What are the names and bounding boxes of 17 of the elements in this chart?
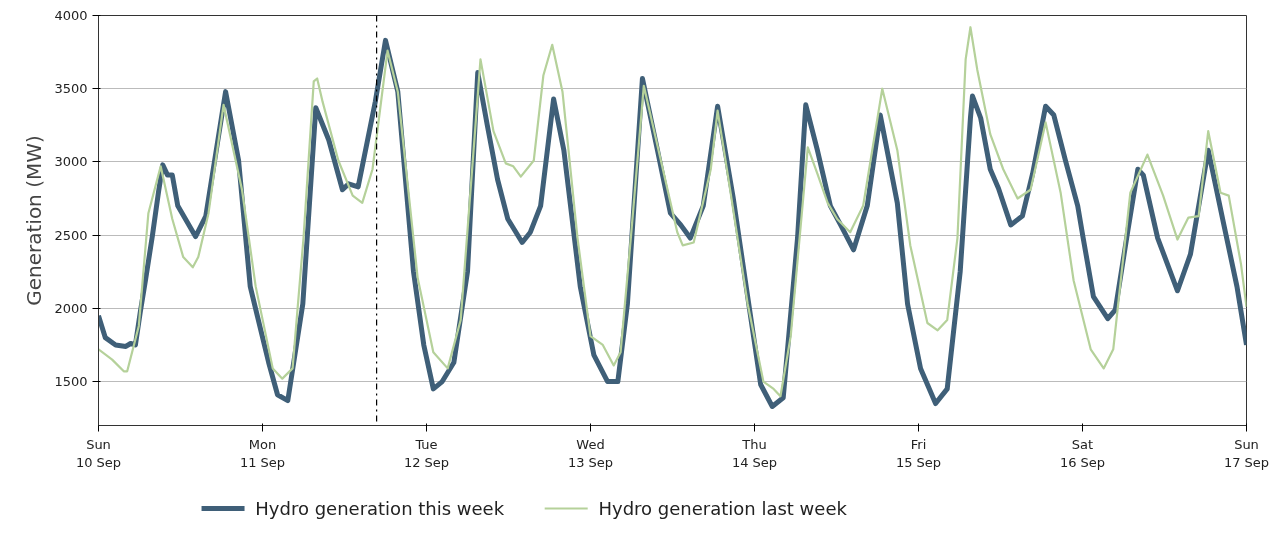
x-tick-label: Tue 12 Sep: [403, 436, 450, 470]
legend-label: Hydro generation last week: [598, 498, 848, 519]
x-tick-label: Wed 13 Sep: [567, 436, 614, 470]
x-tick-label: Sat 16 Sep: [1059, 436, 1106, 470]
y-tick-label: 4000: [54, 8, 88, 23]
x-tick-label: Sun 10 Sep: [75, 436, 122, 470]
legend-label: Hydro generation this week: [255, 498, 505, 519]
y-tick-label: 2000: [54, 300, 88, 316]
x-tick-label: Sun 17 Sep: [1223, 436, 1270, 470]
x-tick-label: Fri 15 Sep: [895, 436, 942, 470]
x-tick-label: Mon 11 Sep: [239, 436, 286, 470]
y-axis-title: Generation (MW): [22, 135, 47, 306]
y-tick-label: 2500: [54, 227, 88, 243]
y-tick-label: 3000: [54, 154, 88, 170]
x-tick-label: Thu 14 Sep: [731, 436, 778, 470]
y-tick-label: 1500: [54, 374, 88, 390]
y-tick-label: 3500: [54, 81, 88, 97]
